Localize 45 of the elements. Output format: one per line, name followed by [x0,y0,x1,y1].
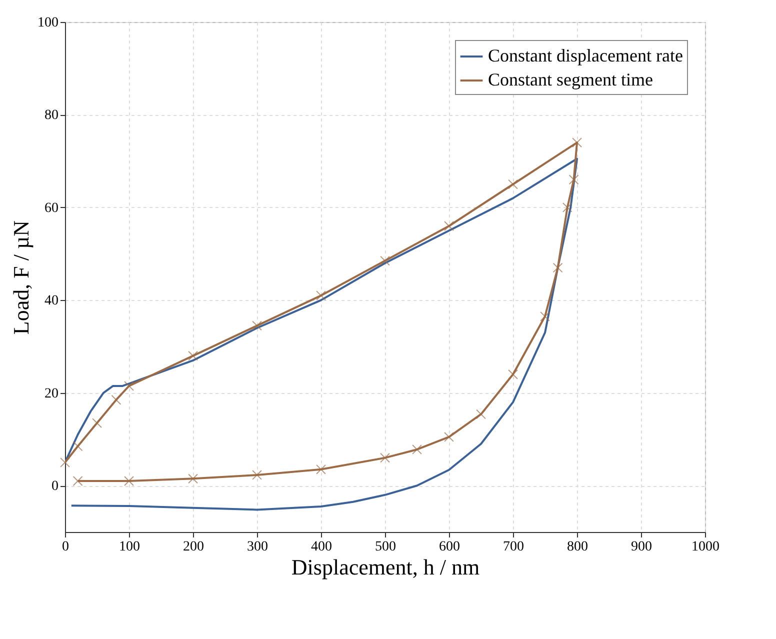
y-axis-title: Load, F / µN [8,220,34,335]
legend-label: Constant segment time [488,70,653,90]
x-tick-label: 400 [311,540,332,554]
point [508,179,518,190]
x-tick-label: 300 [247,540,268,554]
point [552,262,563,273]
point [508,369,518,380]
point [124,476,134,486]
point [568,174,579,185]
point [380,452,390,463]
y-tick-label: 20 [44,386,58,402]
x-tick-label: 600 [439,540,460,554]
point [444,432,454,442]
point [92,418,102,428]
y-tick-label: 60 [44,200,58,216]
point [252,470,262,480]
point [252,320,262,331]
legend-label: Constant displacement rate [488,46,683,66]
point [476,409,486,420]
x-tick-label: 1000 [692,540,720,554]
point [316,290,326,301]
y-tick-label: 80 [44,108,58,124]
point [572,138,582,148]
point [540,311,550,322]
x-tick-label: 900 [631,540,652,554]
x-tick-label: 500 [375,540,396,554]
point [124,380,134,391]
x-tick-label: 800 [567,540,588,554]
point [380,256,390,266]
x-tick-label: 0 [62,540,69,554]
x-tick-label: 100 [119,540,140,554]
y-tick-label: 40 [44,294,58,309]
point [60,457,70,468]
point [562,202,572,212]
point [72,476,83,486]
point [188,350,198,361]
x-tick-label: 200 [183,540,204,554]
point [412,444,422,454]
y-tick-label: 100 [38,16,58,30]
x-axis-title: Displacement, h / nm [291,554,480,580]
point [316,464,326,474]
x-tick-label: 700 [503,540,524,554]
point [444,221,454,231]
point [188,474,198,484]
y-tick-label: 0 [52,479,58,494]
